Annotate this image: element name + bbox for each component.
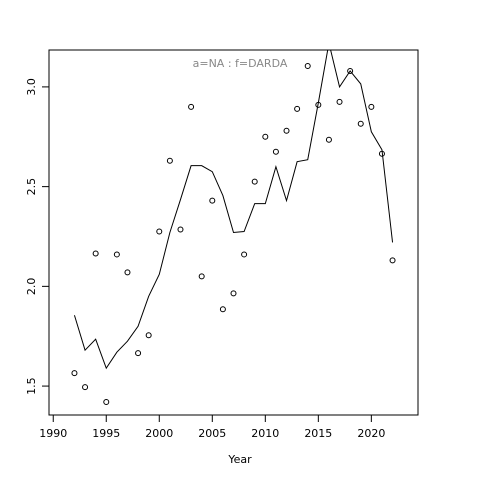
point — [272, 148, 279, 155]
point — [135, 350, 142, 357]
point — [166, 157, 173, 164]
point — [389, 257, 396, 264]
x-tick-label: 2000 — [145, 427, 173, 440]
point — [209, 197, 216, 204]
point — [71, 370, 78, 377]
x-tick-label: 2010 — [251, 427, 279, 440]
point — [241, 251, 248, 258]
point — [113, 251, 120, 258]
point — [262, 133, 269, 140]
point — [230, 290, 237, 297]
point — [251, 178, 258, 185]
plot-area — [71, 50, 396, 406]
y-tick-label: 2.5 — [25, 178, 38, 196]
point — [145, 332, 152, 339]
point — [357, 120, 364, 127]
y-tick-label: 2.0 — [25, 278, 38, 296]
point — [325, 136, 332, 143]
chart-title: a=NA : f=DARDA — [193, 57, 288, 70]
plot-frame — [48, 49, 419, 416]
point — [177, 226, 184, 233]
x-tick-label: 1995 — [92, 427, 120, 440]
fit-line — [73, 50, 394, 370]
point — [156, 228, 163, 235]
point — [304, 62, 311, 69]
point — [82, 384, 89, 391]
x-tick-label: 2005 — [198, 427, 226, 440]
point — [347, 67, 354, 74]
point — [103, 399, 110, 406]
point — [368, 103, 375, 110]
point — [219, 306, 226, 313]
point — [188, 103, 195, 110]
point — [283, 127, 290, 134]
point — [294, 105, 301, 112]
point — [198, 273, 205, 280]
x-tick-label: 2020 — [357, 427, 385, 440]
x-tick-label: 2015 — [304, 427, 332, 440]
y-tick-label: 3.0 — [25, 78, 38, 96]
point — [336, 98, 343, 105]
x-tick-label: 1990 — [39, 427, 67, 440]
x-axis-label: Year — [227, 453, 252, 466]
point — [92, 250, 99, 257]
y-tick-label: 1.5 — [25, 377, 38, 395]
point — [124, 269, 131, 276]
